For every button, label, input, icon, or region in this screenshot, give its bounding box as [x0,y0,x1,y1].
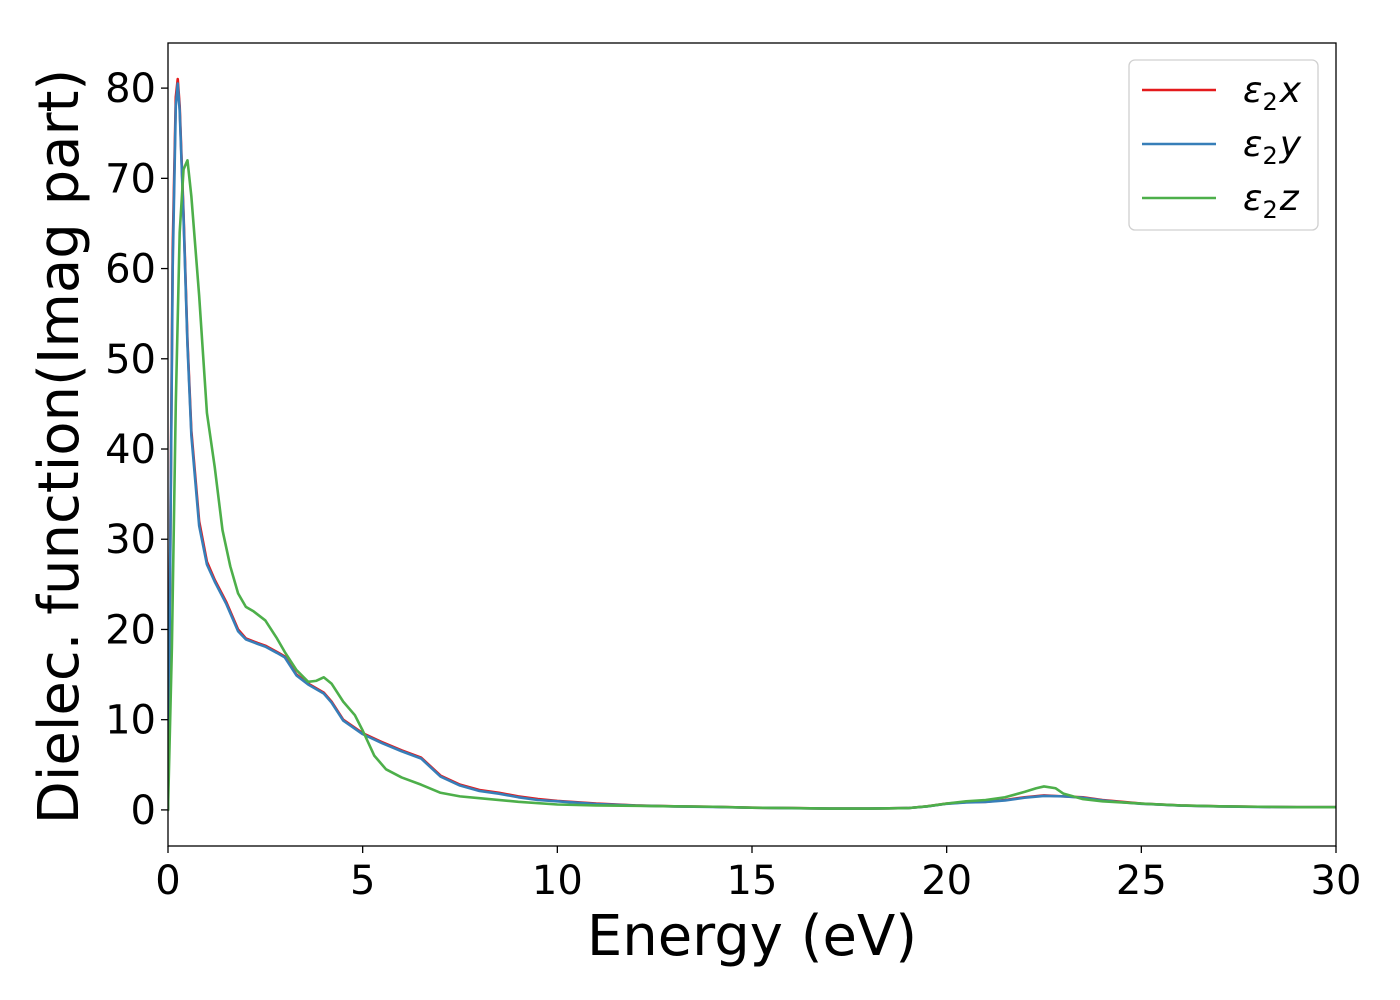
legend-box [1128,59,1319,231]
y-tick-label: 10 [105,698,156,744]
y-axis-title: Dielec. function(Imag part) [27,69,92,825]
x-tick-label: 15 [727,858,778,904]
x-tick-label: 20 [921,858,972,904]
x-tick-label: 25 [1116,858,1167,904]
y-tick-label: 30 [105,517,156,563]
legend-label-x: ε2x [1243,70,1302,116]
x-tick-label: 10 [532,858,583,904]
legend: ε2x ε2y ε2z [1128,59,1319,231]
series-line-z [168,158,1336,812]
x-tick-label: 30 [1311,858,1362,904]
legend-label-y: ε2y [1243,124,1302,170]
y-tick-label: 50 [105,337,156,383]
y-tick-label: 80 [105,66,156,112]
series-lines [168,77,1336,812]
x-tick-label: 0 [155,858,180,904]
y-tick-label: 70 [105,156,156,202]
x-axis-ticks: 0 5 10 15 20 25 30 [155,846,1361,904]
x-tick-label: 5 [350,858,375,904]
legend-label-z: ε2z [1243,178,1300,224]
y-tick-label: 60 [105,247,156,293]
y-tick-label: 40 [105,427,156,473]
series-line-y [168,82,1336,812]
x-axis-title: Energy (eV) [587,904,917,969]
y-tick-label: 0 [131,788,156,834]
y-tick-label: 20 [105,607,156,653]
y-axis-ticks: 0 10 20 30 40 50 60 70 80 [105,66,168,834]
